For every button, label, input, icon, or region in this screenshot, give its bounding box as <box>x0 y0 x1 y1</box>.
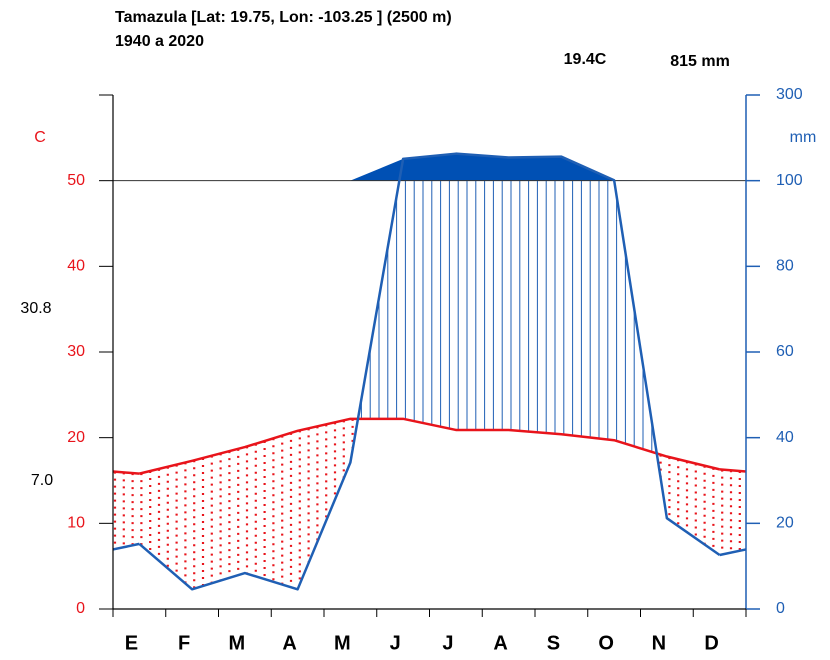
y2-tick-label: 80 <box>776 258 794 275</box>
curve-edge <box>719 548 747 557</box>
precip-line <box>138 152 721 591</box>
y2-tick-label: 60 <box>776 343 794 360</box>
x-tick-label: O <box>598 632 614 654</box>
temp-line <box>139 417 720 475</box>
y-tick-label: 30 <box>67 343 85 360</box>
wet-fill <box>113 153 746 181</box>
annual-precip: 815 mm <box>670 53 730 70</box>
chart-subtitle: 1940 a 2020 <box>115 33 204 50</box>
y-tick-label: 20 <box>67 429 85 446</box>
max-temp: 30.8 <box>20 300 51 317</box>
x-tick-label: D <box>704 632 718 654</box>
x-tick-label: J <box>390 632 401 654</box>
x-tick-label: S <box>547 632 560 654</box>
y-axis-label: C <box>34 129 46 146</box>
x-tick-label: M <box>229 632 246 654</box>
y2-tick-label: 0 <box>776 600 785 617</box>
x-tick-label: A <box>282 632 296 654</box>
curve-edge <box>719 468 747 473</box>
x-tick-label: F <box>178 632 190 654</box>
x-tick-label: E <box>125 632 138 654</box>
curve-edge <box>112 542 140 551</box>
y2-tick-label: 20 <box>776 515 794 532</box>
mean-temp: 19.4C <box>564 51 607 68</box>
y-tick-label: 50 <box>67 172 85 189</box>
x-tick-label: N <box>652 632 666 654</box>
y-tick-label: 40 <box>67 258 85 275</box>
curve-edge <box>112 470 140 475</box>
y2-tick-label: 40 <box>776 429 794 446</box>
x-tick-label: A <box>493 632 507 654</box>
y2-tick-label: 100 <box>776 172 803 189</box>
min-temp: 7.0 <box>31 472 53 489</box>
y-tick-label: 10 <box>67 515 85 532</box>
y2-tick-label: 300 <box>776 86 803 103</box>
x-tick-label: M <box>334 632 351 654</box>
y-tick-label: 0 <box>76 600 85 617</box>
x-tick-label: J <box>442 632 453 654</box>
chart-title: Tamazula [Lat: 19.75, Lon: -103.25 ] (25… <box>115 9 452 26</box>
y2-axis-label: mm <box>790 129 817 146</box>
